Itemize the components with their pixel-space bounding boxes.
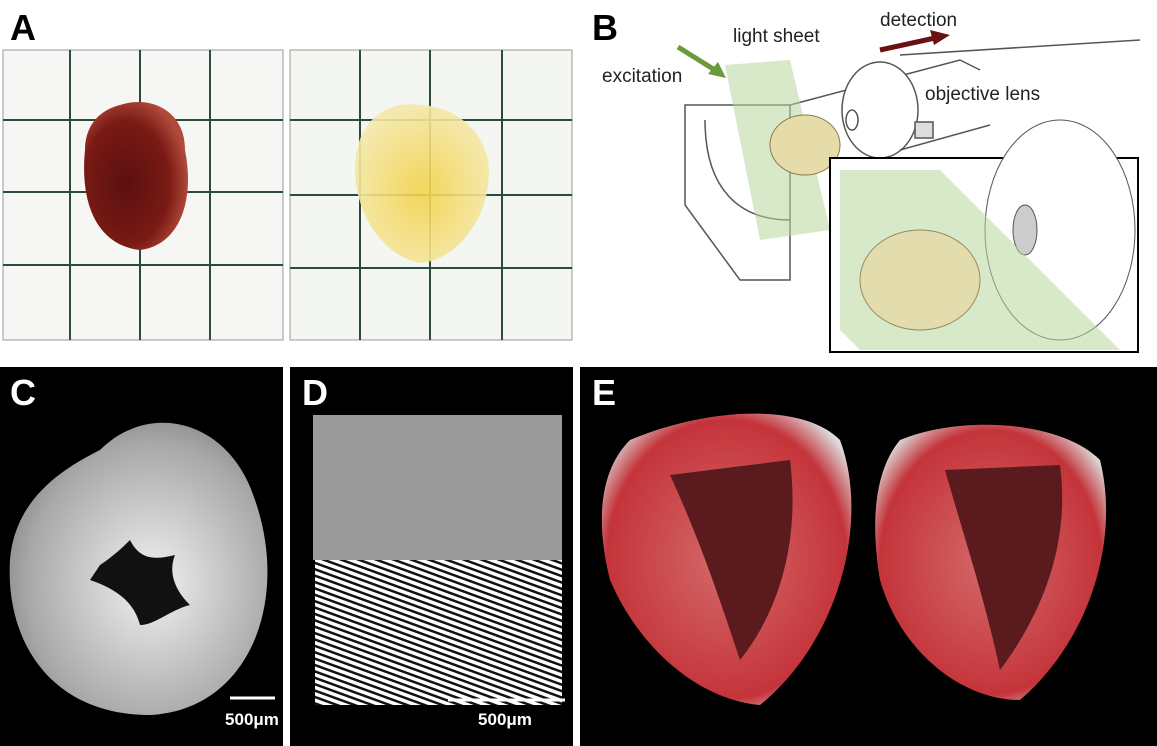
panel-label: B (592, 7, 618, 48)
excitation-arrow (676, 44, 720, 75)
panel-e: E (580, 367, 1157, 746)
panel-d: 500μm D (290, 367, 573, 746)
panel-c: 500μm C (0, 367, 283, 746)
panel-a: A (2, 7, 573, 341)
ventricle-cut (670, 460, 793, 660)
panel-label: E (592, 372, 616, 413)
sample (769, 114, 841, 176)
ventricle (90, 540, 190, 625)
inset (829, 119, 1139, 353)
raw-image (313, 415, 562, 560)
arrowhead (930, 30, 950, 45)
processed-image (315, 560, 562, 705)
ventricle-cut (945, 465, 1063, 670)
annotation: light sheet (733, 26, 820, 47)
panel-b: B excitation light sheet detection objec… (592, 7, 1141, 353)
annotation: excitation (602, 66, 682, 87)
annotation: detection (880, 10, 957, 31)
panel-label: D (302, 372, 328, 413)
panel-label: C (10, 372, 36, 413)
detection-arrow (879, 35, 936, 53)
annotation: objective lens (925, 84, 1040, 105)
grid (290, 50, 572, 340)
heart (84, 102, 188, 250)
panel-label: A (10, 7, 36, 48)
scale-bar-label: 500μm (225, 710, 279, 729)
cleared-heart (355, 104, 489, 263)
scale-bar-label: 500μm (478, 710, 532, 729)
arrowhead (708, 62, 726, 78)
